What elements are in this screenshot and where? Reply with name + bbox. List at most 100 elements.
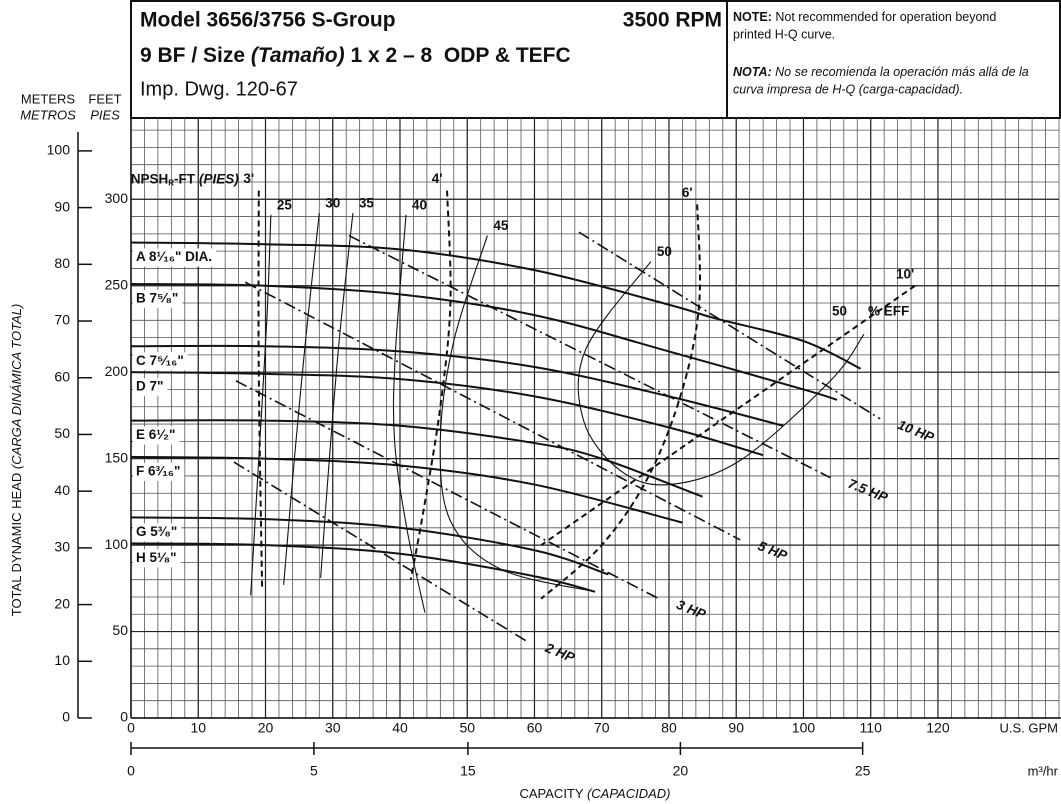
y2-tick-label: 90 (54, 198, 70, 214)
note-line: NOTE: Not recommended for operation beyo… (733, 10, 996, 24)
x-tick-label: 100 (792, 720, 816, 736)
efficiency-curve (577, 261, 865, 486)
npsh-title-sub: R (168, 179, 174, 188)
npsh-title: NPSHR-FT (PIES) (131, 171, 240, 188)
efficiency-label: 50 (657, 244, 672, 259)
npsh-label: 10' (896, 266, 914, 281)
x-tick-label: 0 (127, 720, 135, 736)
nota-text: curva impresa de H-Q (carga-capacidad). (733, 82, 963, 96)
npsh-title-a: NPSH (131, 171, 169, 186)
hp-line (578, 231, 881, 420)
x2-tick-label: 5 (310, 763, 318, 779)
x-tick-label: 50 (459, 720, 475, 736)
x-tick-label: 90 (728, 720, 744, 736)
x-tick-label: 80 (661, 720, 677, 736)
y2-tick-label: 30 (54, 539, 70, 555)
x2-tick-label: 20 (673, 763, 689, 779)
y-tick-label: 0 (120, 709, 128, 725)
y-title: TOTAL DYNAMIC HEAD (9, 473, 24, 617)
x-tick-label: 10 (190, 720, 206, 736)
hp-line (348, 234, 831, 479)
efficiency-label: 25 (277, 197, 293, 212)
efficiency-label: 30 (325, 196, 340, 211)
hp-label: 3 HP (674, 597, 708, 623)
note-text: Not recommended for operation beyond (775, 10, 996, 24)
npsh-label: 4' (432, 171, 443, 186)
x-tick-label: 30 (325, 720, 341, 736)
x-tick-label: 120 (926, 720, 950, 736)
size-suffix: 1 x 2 – 8 ODP & TEFC (350, 44, 570, 67)
npsh-label: 6' (682, 185, 693, 200)
y2-tick-label: 60 (54, 368, 70, 384)
y2-tick-label: 40 (54, 482, 70, 498)
impeller-curve (130, 542, 596, 593)
impeller-label: D 7" (136, 379, 163, 394)
y2-tick-label: 50 (54, 425, 70, 441)
hp-line (233, 461, 529, 643)
npsh-line (540, 204, 702, 600)
efficiency-label: 40 (412, 197, 427, 212)
nota-line: NOTA: No se recomienda la operación más … (733, 65, 1029, 79)
impeller-label-bg (133, 352, 188, 371)
impeller-label: H 5¹⁄₈" (136, 550, 176, 565)
efficiency-curve (439, 235, 596, 593)
impeller-label: G 5³⁄₈" (136, 524, 177, 539)
efficiency-label: 35 (359, 196, 375, 211)
y-tick-label: 250 (105, 276, 129, 292)
impeller-label: B 7⁵⁄₈" (136, 291, 178, 306)
npsh-line (257, 190, 264, 591)
x2-tick-label: 15 (460, 763, 476, 779)
impeller-curve (130, 419, 703, 498)
hp-label: 5 HP (756, 538, 790, 564)
y-unit-italic: PIES (90, 107, 120, 122)
impeller-label: F 6³⁄₁₆" (136, 463, 180, 478)
npsh-label: 3' (243, 171, 254, 186)
impeller-label-bg (133, 248, 217, 267)
impeller-label-bg (133, 378, 168, 397)
impeller-label: A 8¹⁄₁₆" DIA. (136, 249, 212, 264)
y2-tick-label: 100 (47, 142, 71, 158)
y2-unit: METERS (21, 91, 76, 106)
x-tick-label: 60 (527, 720, 543, 736)
impeller-curve (130, 282, 838, 401)
efficiency-curve (283, 213, 320, 585)
x2-tick-label: 0 (127, 763, 135, 779)
impeller-label-bg (133, 549, 181, 568)
impeller-label: C 7⁵⁄₁₆" (136, 353, 184, 368)
size-prefix: 9 BF / Size (140, 44, 245, 67)
x-tick-label: 40 (392, 720, 408, 736)
y-tick-label: 300 (105, 190, 129, 206)
x-tick-label: 70 (594, 720, 610, 736)
header-box (130, 0, 1061, 119)
note-label: NOTE: (733, 10, 772, 24)
note-text: printed H-Q curve. (733, 27, 835, 41)
x-axis-title: CAPACITY (CAPACIDAD) (520, 786, 671, 801)
y2-tick-label: 80 (54, 255, 70, 271)
npsh-title-c: (PIES) (199, 171, 239, 186)
plot-layer: 0 10 20 30 40 50 60 70 80 90 100 110 120050100150200… (47, 118, 1061, 779)
impeller-curve (130, 371, 764, 457)
npsh-line (409, 190, 452, 580)
y2-tick-label: 70 (54, 312, 70, 328)
impeller-curve (130, 241, 862, 370)
hp-line (235, 380, 660, 600)
y-tick-label: 150 (105, 449, 129, 465)
impeller-label-bg (133, 523, 182, 542)
impeller-curve (130, 455, 683, 524)
y2-tick-label: 0 (62, 709, 70, 725)
size-italic: (Tamaño) (251, 44, 345, 67)
impeller-curve (130, 516, 609, 576)
y2-tick-label: 10 (54, 652, 70, 668)
y2-tick-label: 20 (54, 595, 70, 611)
npsh-title-b: -FT (174, 171, 196, 186)
x2-tick-label: 25 (855, 763, 871, 779)
efficiency-curve (392, 214, 426, 613)
model-title: Model 3656/3756 S-Group (140, 9, 396, 32)
y2-unit-italic: METROS (20, 107, 76, 122)
x-title: CAPACITY (520, 786, 584, 801)
y-tick-label: 200 (105, 363, 129, 379)
efficiency-unit: % EFF (868, 304, 909, 319)
impeller-label-bg (133, 289, 183, 308)
y-tick-label: 50 (112, 622, 128, 638)
